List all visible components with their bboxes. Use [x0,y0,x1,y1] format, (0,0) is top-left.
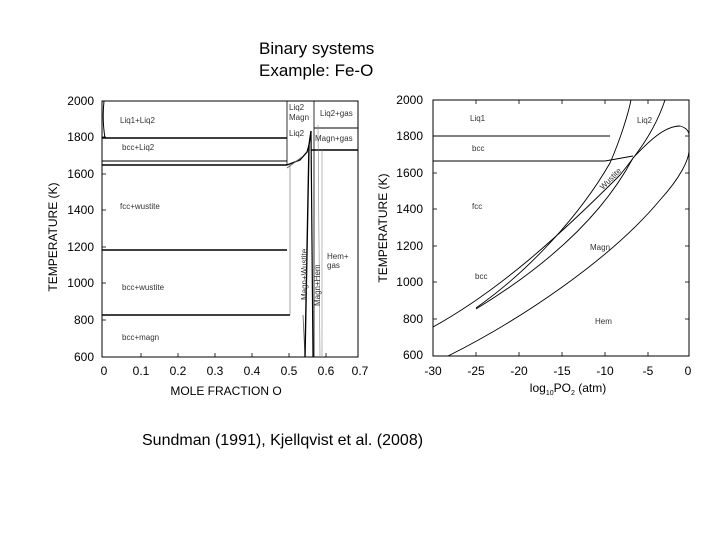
left-x-axis-label: MOLE FRACTION O [170,384,281,398]
left-y-axis-label: TEMPERATURE (K) [46,182,60,291]
right-x-ticks: -30 -25 -20 -15 -10 -5 0 [424,364,691,378]
right-ytick-600: 600 [403,348,423,362]
left-xtick-0.2: 0.2 [170,364,187,378]
region-wustite: Wustite [598,166,624,192]
region-fcc: fcc [472,202,482,211]
left-phase-diagram: 2000 1800 1600 1400 1200 1000 800 600 0 … [46,94,369,398]
region-hem: Hem [595,317,612,326]
left-xtick-0.1: 0.1 [133,364,150,378]
right-phase-diagram: 2000 1800 1600 1400 1200 1000 800 600 -3… [376,93,692,397]
region-bcc-liq2: bcc+Liq2 [122,143,155,152]
region-liq2-magn-top: Liq2 [289,103,305,112]
left-ytick-600: 600 [74,350,94,364]
left-x-ticks: 0 0.1 0.2 0.3 0.4 0.5 0.6 0.7 [101,364,369,378]
right-xtick-m5: -5 [643,364,654,378]
left-xtick-0.7: 0.7 [352,364,369,378]
right-xtick-m15: -15 [553,364,571,378]
left-phase-boundaries [102,100,358,358]
right-x-axis-label: log10PO2 (atm) [530,381,606,397]
region-liq1-liq2: Liq1+Liq2 [120,116,155,125]
right-phase-boundaries [432,99,690,357]
left-ytick-1000: 1000 [67,276,94,290]
right-xtick-0: 0 [685,364,692,378]
right-ytick-1000: 1000 [396,275,423,289]
right-xtick-m20: -20 [510,364,528,378]
region-hem-gas-bottom: gas [327,261,340,270]
right-y-ticks: 2000 1800 1600 1400 1200 1000 800 600 [396,93,423,362]
right-ytick-1600: 1600 [396,166,423,180]
left-region-labels: Liq1+Liq2 bcc+Liq2 fcc+wustite bcc+wusti… [120,103,353,342]
right-ytick-1200: 1200 [396,239,423,253]
region-magn-wustite: Magn+Wustite [300,248,309,300]
right-xtick-m30: -30 [424,364,442,378]
region-bcc-top: bcc [472,144,484,153]
region-bcc-magn: bcc+magn [122,333,159,342]
left-frame-ticks [102,136,327,357]
left-xtick-0.5: 0.5 [281,364,298,378]
right-y-axis-label: TEMPERATURE (K) [376,173,390,282]
title-line-1: Binary systems [259,39,375,58]
left-xtick-0.6: 0.6 [318,364,335,378]
slide-title: Binary systems Example: Fe-O [259,38,374,82]
left-ytick-1200: 1200 [67,240,94,254]
right-ytick-1800: 1800 [396,129,423,143]
right-plot-frame [432,99,690,357]
citation-caption: Sundman (1991), Kjellqvist et al. (2008) [142,432,424,449]
right-frame-ticks [433,100,689,356]
right-xtick-m25: -25 [467,364,485,378]
left-y-ticks: 2000 1800 1600 1400 1200 1000 800 600 [67,94,94,364]
left-ytick-2000: 2000 [67,94,94,108]
region-magn-gas: Magn+gas [315,134,353,143]
right-ytick-2000: 2000 [396,93,423,107]
left-ytick-800: 800 [74,313,94,327]
left-xtick-0: 0 [101,364,108,378]
left-ytick-1800: 1800 [67,130,94,144]
right-ytick-800: 800 [403,312,423,326]
left-plot-frame [101,100,359,358]
left-xtick-0.4: 0.4 [244,364,261,378]
left-ytick-1600: 1600 [67,167,94,181]
region-liq2-right: Liq2 [637,116,653,125]
right-region-labels: Liq1 Liq2 bcc fcc Wustite Magn bcc Hem [470,114,653,326]
region-magn-hem: Magn+Hem [313,264,322,306]
right-ytick-1400: 1400 [396,202,423,216]
region-bcc-wustite: bcc+wustite [122,283,165,292]
title-line-2: Example: Fe-O [259,61,374,80]
left-xtick-0.3: 0.3 [207,364,224,378]
region-hem-gas-top: Hem+ [327,252,349,261]
region-fcc-wustite: fcc+wustite [120,202,160,211]
region-liq1: Liq1 [470,114,486,123]
region-liq2-magn-bottom: Magn [289,113,309,122]
left-ytick-1400: 1400 [67,203,94,217]
region-liq2-gas: Liq2+gas [320,109,353,118]
region-magn: Magn [590,243,610,252]
right-xtick-m10: -10 [596,364,614,378]
region-liq2-small: Liq2 [289,129,305,138]
region-bcc-low: bcc [475,272,487,281]
